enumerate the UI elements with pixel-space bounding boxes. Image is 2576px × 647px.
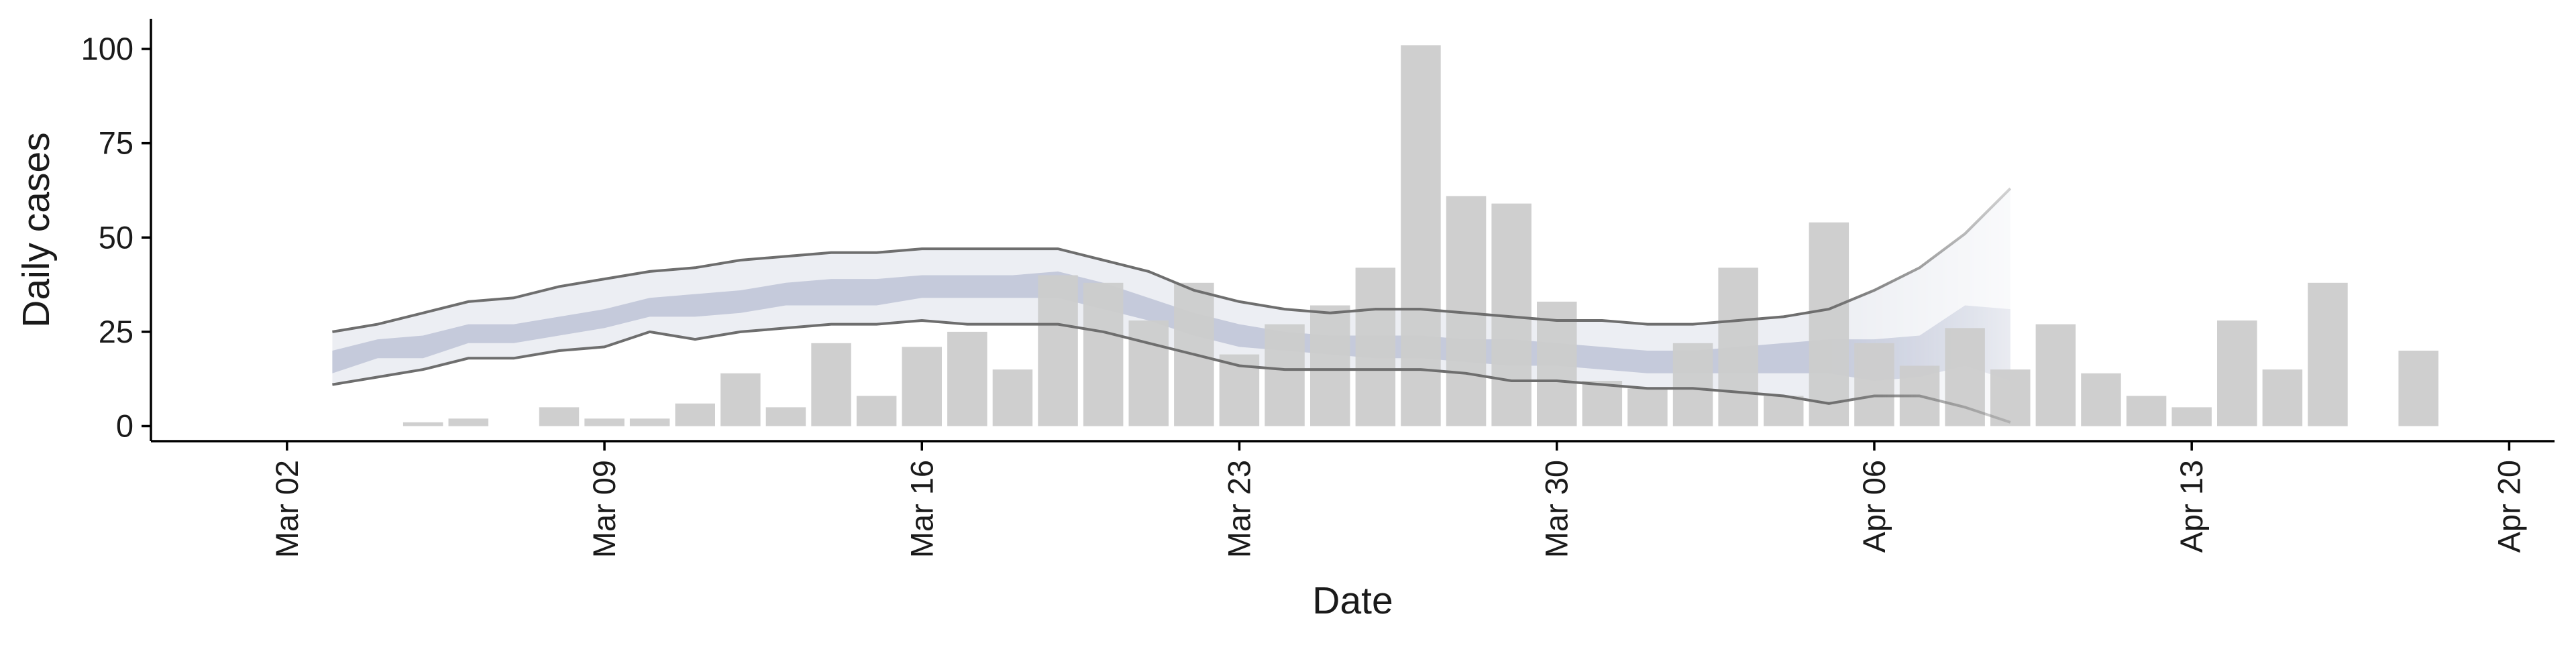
ci-lines-layer [332,187,2012,424]
ci-50-band [332,271,2010,381]
bar-2020-04-04 [1764,396,1804,426]
bar-2020-03-21 [1128,320,1169,426]
bar-2020-04-02 [1672,343,1713,426]
bar-2020-03-25 [1310,305,1350,426]
bar-2020-04-15 [2262,369,2303,426]
lower-bound-line [332,318,2011,424]
y-tick-label-50: 50 [99,219,133,255]
bar-2020-04-06 [1854,343,1894,426]
bar-2020-03-11 [675,403,715,426]
bar-2020-03-19 [1038,275,1078,426]
y-tick-label-0: 0 [116,408,133,444]
bar-2020-04-01 [1627,388,1668,426]
bar-2020-04-16 [2308,282,2348,426]
bar-2020-04-12 [2126,396,2167,426]
bar-2020-03-10 [629,418,670,426]
bar-2020-03-31 [1582,381,1623,426]
x-tick-label-2020-03-30: Mar 30 [1539,460,1574,558]
ci-50-band-layer [332,271,2010,381]
bar-2020-03-27 [1401,45,1441,426]
bar-2020-04-13 [2171,407,2212,426]
upper-bound-line [332,187,2012,333]
y-tick-label-100: 100 [81,31,133,66]
ci-90-band [332,188,2010,422]
bar-2020-03-06 [448,418,488,426]
bar-2020-04-03 [1718,268,1758,426]
bar-2020-03-18 [992,369,1033,426]
bar-2020-03-30 [1537,301,1577,426]
bar-2020-04-18 [2398,351,2438,426]
x-tick-label-2020-03-02: Mar 02 [269,460,305,558]
bars-layer [402,45,2438,426]
bar-2020-04-14 [2217,320,2257,426]
y-tick-label-25: 25 [99,314,133,349]
bar-2020-03-17 [947,331,987,426]
ci-90-band-layer [332,188,2010,422]
x-tick-label-2020-03-16: Mar 16 [904,460,939,558]
bar-2020-04-08 [1945,328,1985,426]
x-tick-label-2020-04-06: Apr 06 [1856,460,1892,552]
bar-2020-03-14 [811,343,851,426]
y-axis-title: Daily cases [15,132,58,327]
x-tick-label-2020-04-13: Apr 13 [2174,460,2209,552]
bar-2020-04-05 [1809,222,1849,426]
bar-2020-03-26 [1355,268,1396,426]
bar-2020-03-09 [584,418,625,426]
bar-2020-03-20 [1083,282,1124,426]
bar-2020-03-12 [720,373,761,426]
x-ticks-layer: Mar 02 Mar 09 Mar 16 Mar 23 Mar 30 Apr 06 Apr … [269,441,2526,558]
x-tick-label-2020-03-23: Mar 23 [1222,460,1257,558]
x-tick-label-2020-04-20: Apr 20 [2491,460,2526,552]
bar-2020-03-16 [902,347,942,426]
bar-2020-04-10 [2035,324,2076,426]
bar-2020-03-13 [765,407,806,426]
y-ticks-layer: 0 25 50 75 100 [81,31,151,444]
bar-2020-03-24 [1265,324,1305,426]
x-tick-label-2020-03-09: Mar 09 [586,460,622,558]
bar-2020-03-15 [856,396,897,426]
y-tick-label-75: 75 [99,125,133,161]
bar-2020-04-11 [2081,373,2121,426]
bar-2020-03-05 [402,422,443,426]
x-axis-title: Date [1312,579,1393,622]
axes-layer [150,19,2555,443]
bar-2020-03-08 [539,407,580,426]
